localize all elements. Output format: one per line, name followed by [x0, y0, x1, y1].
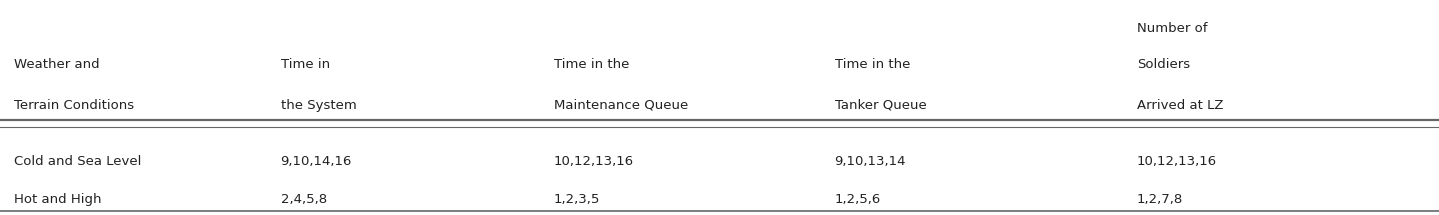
- Text: 1,2,7,8: 1,2,7,8: [1137, 194, 1183, 206]
- Text: the System: the System: [281, 99, 357, 112]
- Text: 1,2,5,6: 1,2,5,6: [835, 194, 881, 206]
- Text: 2,4,5,8: 2,4,5,8: [281, 194, 327, 206]
- Text: 1,2,3,5: 1,2,3,5: [554, 194, 600, 206]
- Text: Time in the: Time in the: [554, 58, 629, 71]
- Text: 9,10,13,14: 9,10,13,14: [835, 155, 907, 168]
- Text: Weather and: Weather and: [14, 58, 101, 71]
- Text: Hot and High: Hot and High: [14, 194, 102, 206]
- Text: Time in: Time in: [281, 58, 330, 71]
- Text: Tanker Queue: Tanker Queue: [835, 99, 927, 112]
- Text: Soldiers: Soldiers: [1137, 58, 1190, 71]
- Text: Arrived at LZ: Arrived at LZ: [1137, 99, 1223, 112]
- Text: Terrain Conditions: Terrain Conditions: [14, 99, 134, 112]
- Text: Time in the: Time in the: [835, 58, 909, 71]
- Text: Number of: Number of: [1137, 22, 1207, 34]
- Text: 10,12,13,16: 10,12,13,16: [1137, 155, 1217, 168]
- Text: 9,10,14,16: 9,10,14,16: [281, 155, 353, 168]
- Text: Maintenance Queue: Maintenance Queue: [554, 99, 688, 112]
- Text: 10,12,13,16: 10,12,13,16: [554, 155, 635, 168]
- Text: Cold and Sea Level: Cold and Sea Level: [14, 155, 142, 168]
